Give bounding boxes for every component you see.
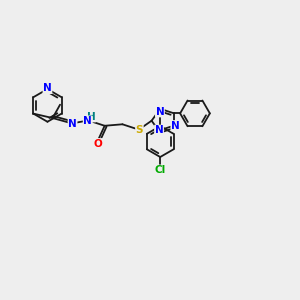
Text: N: N [155, 125, 164, 135]
Text: N: N [83, 116, 92, 126]
Text: N: N [155, 107, 164, 117]
Text: O: O [94, 139, 103, 148]
Text: S: S [136, 125, 143, 135]
Text: N: N [171, 121, 180, 131]
Text: N: N [43, 83, 52, 94]
Text: Cl: Cl [154, 165, 166, 175]
Text: N: N [68, 119, 77, 129]
Text: H: H [87, 112, 96, 122]
